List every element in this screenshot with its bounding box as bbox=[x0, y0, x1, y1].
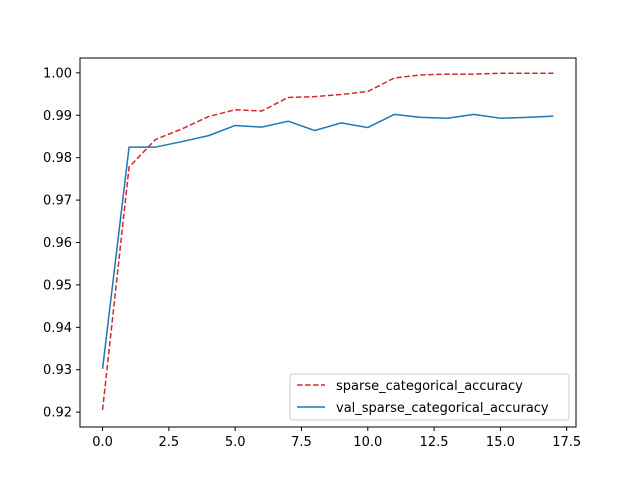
x-tick-label: 12.5 bbox=[420, 435, 449, 450]
y-tick-label: 0.92 bbox=[43, 406, 72, 421]
x-tick-label: 10.0 bbox=[353, 435, 382, 450]
y-axis: 0.92 0.93 0.94 0.95 0.96 0.97 0.98 0.99 1.00 bbox=[43, 66, 80, 421]
x-tick-label: 15.0 bbox=[486, 435, 515, 450]
legend: sparse_categorical_accuracy val_sparse_c… bbox=[289, 373, 570, 421]
y-tick-label: 0.99 bbox=[43, 109, 72, 124]
legend-label-sparse-categorical-accuracy: sparse_categorical_accuracy bbox=[336, 379, 523, 394]
plot-area-background bbox=[80, 58, 576, 427]
y-tick-label: 0.98 bbox=[43, 151, 72, 166]
x-tick-label: 2.5 bbox=[159, 435, 180, 450]
x-tick-label: 7.5 bbox=[291, 435, 312, 450]
legend-label-val-sparse-categorical-accuracy: val_sparse_categorical_accuracy bbox=[336, 401, 549, 416]
legend-box bbox=[289, 373, 570, 421]
x-axis: 0.0 2.5 5.0 7.5 10.0 12.5 15.0 17.5 bbox=[92, 427, 581, 450]
series-line-val-sparse-categorical-accuracy bbox=[101, 113, 554, 369]
y-tick-label: 0.94 bbox=[43, 321, 72, 336]
series-layer bbox=[101, 72, 554, 411]
y-tick-label: 0.96 bbox=[43, 236, 72, 251]
y-tick-label: 0.93 bbox=[43, 363, 72, 378]
series-line-sparse-categorical-accuracy bbox=[101, 72, 554, 411]
y-tick-label: 0.97 bbox=[43, 194, 72, 209]
y-tick-label: 1.00 bbox=[43, 66, 72, 81]
x-tick-label: 0.0 bbox=[92, 435, 113, 450]
x-tick-label: 5.0 bbox=[225, 435, 246, 450]
y-tick-label: 0.95 bbox=[43, 278, 72, 293]
x-tick-label: 17.5 bbox=[552, 435, 581, 450]
